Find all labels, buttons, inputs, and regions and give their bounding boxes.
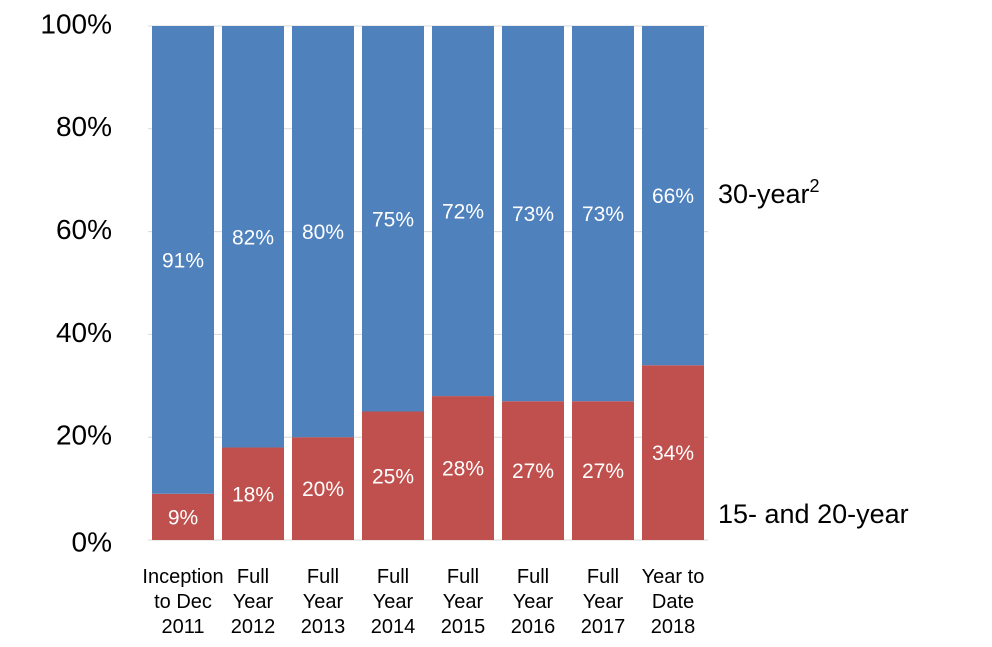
legend-name: 15- and 20-year [718,499,909,529]
bar-segment [362,26,424,412]
x-tick-label: Full Year 2013 [301,566,346,638]
legend-footnote: 2 [810,176,820,196]
y-tick-label: 40% [56,317,112,348]
value-label: 27% [512,460,554,483]
value-label: 73% [512,203,554,226]
value-label: 82% [232,226,274,249]
x-tick-label: Full Year 2014 [371,566,416,638]
bar-segment [572,26,634,402]
value-label: 73% [582,203,624,226]
x-tick-label: Full Year 2016 [511,566,556,638]
x-tick-label-text: Full Year 2016 [511,566,556,638]
bar-segment [642,26,704,366]
legend-name: 30-year [718,179,810,209]
value-label: 91% [162,249,204,272]
y-tick-label: 0% [72,526,112,557]
x-tick-label-text: Full Year 2015 [441,566,486,638]
x-tick-label: Full Year 2015 [441,566,486,638]
legend-label: 30-year2 [718,176,820,209]
bar-segment [152,493,214,540]
y-tick-label: 100% [40,8,112,39]
value-label: 72% [442,201,484,224]
x-tick-label: Full Year 2012 [231,566,276,638]
value-label: 20% [302,478,344,501]
value-label: 66% [652,185,694,208]
x-tick-label: Inception to Dec 2011 [142,566,223,638]
legend-label: 15- and 20-year [718,499,909,529]
bar-segment [432,26,494,397]
bar-segment [222,447,284,540]
x-tick-label-text: Inception to Dec 2011 [142,566,223,638]
bar-segment [502,26,564,402]
x-tick-label-text: Full Year 2014 [371,566,416,638]
bar-segment [292,26,354,438]
x-tick-label-text: Full Year 2017 [581,566,626,638]
x-tick-label-text: Year to Date 2018 [642,566,705,638]
bar-segment [642,365,704,540]
value-label: 9% [168,506,198,529]
bar-segment [222,26,284,448]
x-tick-label: Full Year 2017 [581,566,626,638]
y-tick-label: 60% [56,214,112,245]
y-tick-label: 20% [56,420,112,451]
x-tick-label-text: Full Year 2012 [231,566,276,638]
bar-segment [572,401,634,540]
value-label: 75% [372,208,414,231]
bar-segment [152,26,214,494]
value-label: 18% [232,483,274,506]
value-label: 28% [442,458,484,481]
bar-segment [502,401,564,540]
x-tick-label-text: Full Year 2013 [301,566,346,638]
x-tick-label: Year to Date 2018 [642,566,705,638]
value-label: 34% [652,442,694,465]
value-label: 80% [302,221,344,244]
y-tick-label: 80% [56,111,112,142]
value-label: 27% [582,460,624,483]
value-label: 25% [372,465,414,488]
bar-segment [362,411,424,540]
bar-segment [432,396,494,540]
bar-segment [292,437,354,540]
